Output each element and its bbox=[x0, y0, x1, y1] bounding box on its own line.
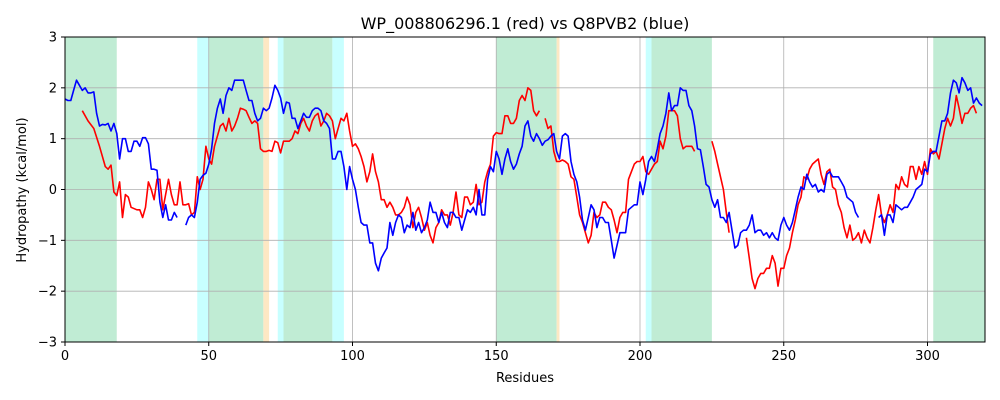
series-0-line-0 bbox=[81, 87, 541, 244]
series-1-line-2 bbox=[878, 76, 983, 237]
x-axis-label: Residues bbox=[496, 371, 554, 386]
y-tick-label: 3 bbox=[49, 31, 57, 46]
x-tick-label: 50 bbox=[200, 349, 217, 364]
series-1-line-0 bbox=[65, 79, 178, 221]
x-tick-label: 100 bbox=[340, 349, 365, 364]
y-tick-label: 2 bbox=[49, 81, 57, 96]
x-tick-label: 300 bbox=[915, 349, 940, 364]
y-tick-label: −2 bbox=[38, 285, 57, 300]
x-tick-label: 200 bbox=[628, 349, 653, 364]
series-0-line-3 bbox=[745, 94, 978, 290]
y-tick-label: 0 bbox=[49, 183, 57, 198]
y-tick-label: −1 bbox=[38, 234, 57, 249]
series-0-line-2 bbox=[711, 140, 730, 233]
y-tick-label: 1 bbox=[49, 132, 57, 147]
y-axis-label: Hydropathy (kcal/mol) bbox=[15, 117, 30, 262]
chart-title: WP_008806296.1 (red) vs Q8PVB2 (blue) bbox=[361, 14, 690, 34]
y-tick-label: −3 bbox=[38, 336, 57, 351]
x-tick-label: 0 bbox=[61, 349, 69, 364]
x-tick-label: 250 bbox=[771, 349, 796, 364]
x-tick-label: 150 bbox=[484, 349, 509, 364]
series-1-line-1 bbox=[185, 79, 860, 272]
series-0-line-1 bbox=[544, 109, 696, 244]
